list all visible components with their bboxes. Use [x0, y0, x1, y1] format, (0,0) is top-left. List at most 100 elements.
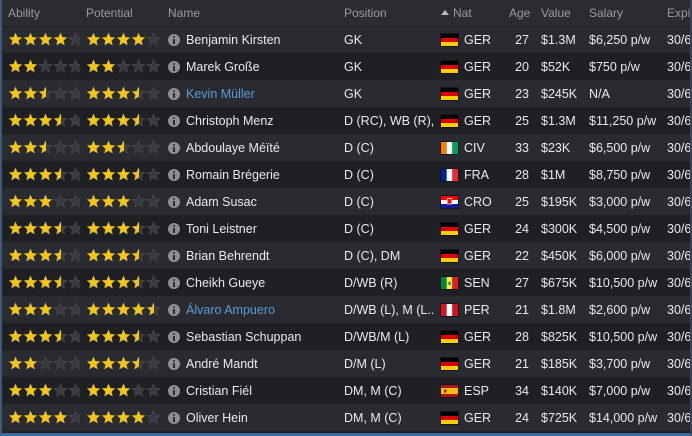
star-icon: [131, 410, 146, 425]
flag-icon-ger: [441, 249, 458, 262]
age-value: 21: [515, 302, 529, 317]
salary-value: $6,500 p/w: [589, 140, 651, 155]
table-row[interactable]: Kevin Müller GK GER 23 $245K N/A 30/6/2015: [2, 80, 690, 107]
column-header-position[interactable]: Position: [338, 0, 435, 27]
star-icon: [86, 113, 101, 128]
column-header-name[interactable]: Name: [162, 0, 338, 27]
cell-salary: $750 p/w: [583, 53, 661, 80]
table-row[interactable]: Cristian Fiél DM, M (C) ESP 34 $140K $7,000 p…: [2, 377, 690, 404]
table-row[interactable]: Romain Brégerie D (C) FRA 28 $1M $8,750 p/w 30…: [2, 161, 690, 188]
cell-expires: 30/6/2015: [661, 26, 690, 53]
ability-stars: [8, 356, 80, 371]
position-text: D/M (L): [344, 356, 386, 371]
info-icon[interactable]: [168, 141, 180, 154]
cell-potential: [80, 161, 162, 188]
column-header-expires[interactable]: Expires: [661, 0, 690, 27]
star-icon: [8, 194, 23, 209]
star-icon: [38, 194, 53, 209]
table-row[interactable]: Herman StengelM (LC)NOR18$825K$10,750 p/…: [2, 431, 690, 433]
player-name: Abdoulaye Méïté: [186, 140, 280, 155]
market-value: $23K: [541, 140, 571, 155]
star-icon: [101, 383, 116, 398]
age-value: 21: [515, 356, 529, 371]
star-icon: [38, 59, 53, 74]
info-icon[interactable]: [168, 384, 180, 397]
info-icon[interactable]: [168, 60, 180, 73]
star-icon: [8, 248, 23, 263]
market-value: $140K: [541, 383, 578, 398]
info-icon[interactable]: [168, 276, 180, 289]
table-row[interactable]: Abdoulaye Méïté D (C) CIV 33 $23K $6,500 p/w 3…: [2, 134, 690, 161]
table-row[interactable]: Sebastian Schuppan D/WB/M (L) GER 28 $825K $1…: [2, 323, 690, 350]
star-icon: [8, 221, 23, 236]
info-icon[interactable]: [168, 222, 180, 235]
cell-name[interactable]: Oliver Hein: [162, 404, 338, 431]
info-icon[interactable]: [168, 303, 180, 316]
header-row: Ability Potential Name Position Nat Age …: [2, 0, 690, 27]
column-header-value[interactable]: Value: [535, 0, 583, 27]
star-icon: [86, 383, 101, 398]
ability-stars: [8, 167, 80, 182]
table-row[interactable]: Cheikh Gueye D/WB (R) ★ SEN 27 $675K $10,500 p…: [2, 269, 690, 296]
column-header-age[interactable]: Age: [503, 0, 535, 27]
cell-name[interactable]: Romain Brégerie: [162, 161, 338, 188]
info-icon[interactable]: [168, 411, 180, 424]
table-row[interactable]: Oliver Hein DM, M (C) GER 24 $725K $14,000 p/…: [2, 404, 690, 431]
cell-potential: [80, 107, 162, 134]
table-row[interactable]: Álvaro Ampuero D/WB (L), M (L... PER 21 $1.8…: [2, 296, 690, 323]
cell-name[interactable]: André Mandt: [162, 350, 338, 377]
star-icon: [116, 275, 131, 290]
info-icon[interactable]: [168, 249, 180, 262]
cell-name[interactable]: Herman Stengel: [162, 431, 338, 433]
info-icon[interactable]: [168, 33, 180, 46]
cell-name[interactable]: Adam Susac: [162, 188, 338, 215]
star-icon: [8, 113, 23, 128]
info-icon[interactable]: [168, 330, 180, 343]
table-row[interactable]: Adam Susac D (C) CRO 25 $195K $3,000 p/w 30/6/…: [2, 188, 690, 215]
star-icon: [101, 221, 116, 236]
cell-name[interactable]: Abdoulaye Méïté: [162, 134, 338, 161]
cell-age: 25: [503, 107, 535, 134]
player-name: Benjamin Kirsten: [186, 32, 281, 47]
cell-name[interactable]: Marek Große: [162, 53, 338, 80]
star-icon: [53, 113, 68, 128]
market-value: $450K: [541, 248, 578, 263]
star-icon: [146, 248, 161, 263]
table-row[interactable]: Marek Große GK GER 20 $52K $750 p/w 30/6/2015: [2, 53, 690, 80]
info-icon[interactable]: [168, 87, 180, 100]
star-icon: [23, 167, 38, 182]
cell-name[interactable]: Álvaro Ampuero: [162, 296, 338, 323]
star-icon: [131, 221, 146, 236]
table-row[interactable]: Christoph Menz D (RC), WB (R), ... GER 25 $1…: [2, 107, 690, 134]
column-header-ability[interactable]: Ability: [2, 0, 80, 27]
table-row[interactable]: Brian Behrendt D (C), DM GER 22 $450K $6,000 …: [2, 242, 690, 269]
column-header-ability-label: Ability: [8, 5, 41, 20]
cell-name[interactable]: Christoph Menz: [162, 107, 338, 134]
info-icon[interactable]: [168, 357, 180, 370]
cell-name[interactable]: Toni Leistner: [162, 215, 338, 242]
flag-icon-ger: [441, 60, 458, 73]
cell-name[interactable]: Cheikh Gueye: [162, 269, 338, 296]
nationality-code: GER: [464, 221, 492, 236]
table-row[interactable]: Toni Leistner D (C) GER 24 $300K $4,500 p/w 30…: [2, 215, 690, 242]
cell-position: D (C): [338, 188, 435, 215]
cell-name[interactable]: Kevin Müller: [162, 80, 338, 107]
info-icon[interactable]: [168, 195, 180, 208]
cell-salary: $7,000 p/w: [583, 377, 661, 404]
position-text: D (C): [344, 221, 374, 236]
cell-nat: ★ SEN: [435, 269, 503, 296]
cell-name[interactable]: Sebastian Schuppan: [162, 323, 338, 350]
info-icon[interactable]: [168, 168, 180, 181]
cell-name[interactable]: Cristian Fiél: [162, 377, 338, 404]
column-header-potential[interactable]: Potential: [80, 0, 162, 27]
cell-name[interactable]: Brian Behrendt: [162, 242, 338, 269]
cell-name[interactable]: Benjamin Kirsten: [162, 26, 338, 53]
cell-position: D (C): [338, 215, 435, 242]
column-header-salary[interactable]: Salary: [583, 0, 661, 27]
column-header-salary-label: Salary: [589, 5, 624, 20]
table-row[interactable]: André Mandt D/M (L) GER 21 $185K $3,700 p/w 30…: [2, 350, 690, 377]
column-header-nat[interactable]: Nat: [435, 0, 503, 27]
nationality-code: FRA: [464, 167, 489, 182]
info-icon[interactable]: [168, 114, 180, 127]
table-row[interactable]: Benjamin Kirsten GK GER 27 $1.3M $6,250 p/w 30…: [2, 26, 690, 53]
